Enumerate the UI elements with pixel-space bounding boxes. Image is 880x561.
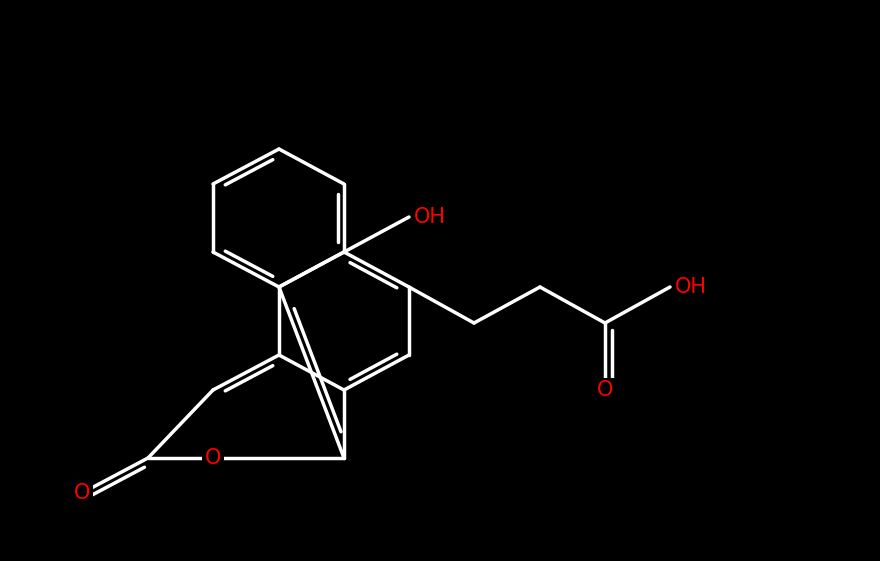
Text: O: O <box>597 380 613 400</box>
Text: O: O <box>74 483 90 503</box>
Text: OH: OH <box>414 207 446 227</box>
Text: O: O <box>205 448 221 468</box>
Text: OH: OH <box>675 277 707 297</box>
